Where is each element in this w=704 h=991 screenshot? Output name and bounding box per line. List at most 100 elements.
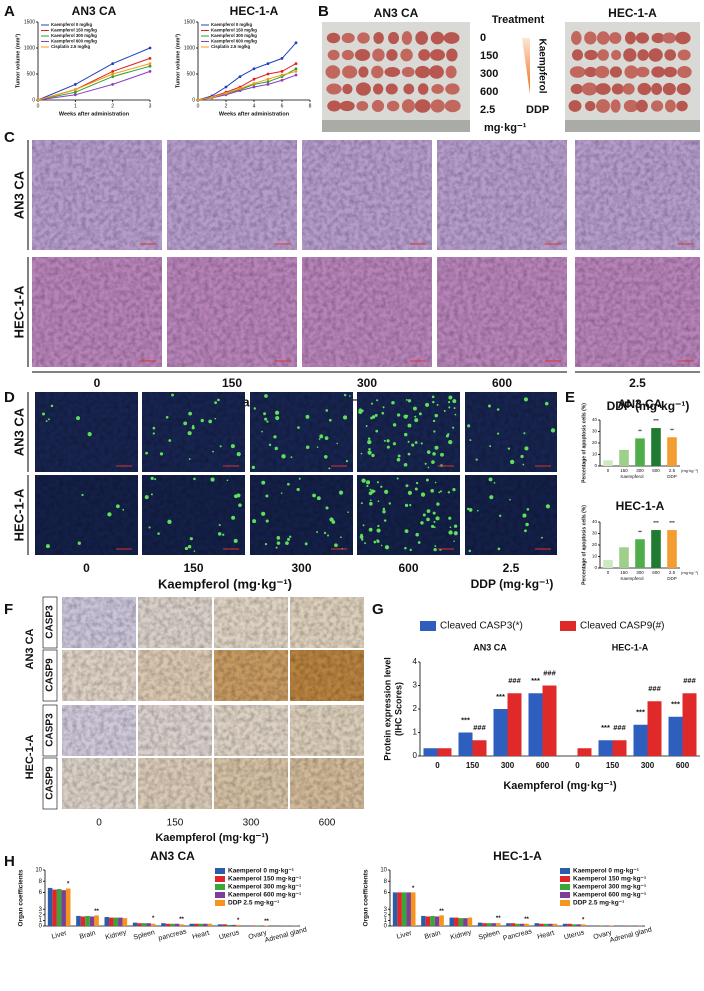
tunel-dot	[304, 542, 308, 546]
ihc-image-texture	[62, 705, 136, 756]
column-label: 300	[243, 818, 260, 829]
tunel-dot	[380, 544, 383, 547]
y-tick-label: 1	[413, 728, 418, 737]
tunel-dot	[373, 490, 376, 493]
ihc-image-texture	[62, 758, 136, 809]
tunel-dot	[425, 402, 430, 407]
tumor	[623, 48, 637, 62]
micrograph-texture	[250, 475, 353, 555]
bar	[141, 923, 147, 926]
data-point	[111, 75, 115, 78]
tumor	[594, 65, 610, 79]
tumor	[664, 99, 676, 113]
micrograph-texture	[250, 392, 353, 472]
y-tick-label: 3	[384, 907, 388, 913]
x-tick-label: Kidney	[105, 929, 128, 941]
tunel-dot	[193, 550, 196, 552]
legend-label: Kaempferol 0 mg/kg	[211, 22, 252, 27]
tunel-dot	[382, 507, 386, 511]
x-tick-label: 300	[636, 570, 644, 575]
y-tick-label: 0	[594, 463, 597, 468]
tunel-dot	[414, 415, 417, 418]
x-tick-label: 2	[111, 103, 114, 109]
ruler	[565, 120, 700, 132]
tunel-dot	[150, 493, 153, 496]
tunel-dot	[433, 430, 436, 433]
bar	[486, 923, 492, 926]
tunel-dot	[360, 502, 363, 505]
bar	[47, 887, 53, 926]
bar	[534, 923, 540, 926]
tunel-dot	[453, 540, 455, 543]
bar	[603, 559, 613, 568]
column-label: 2.5	[503, 561, 520, 575]
tumor	[371, 65, 384, 79]
tunel-dot	[266, 420, 269, 423]
panel-label: A	[4, 3, 15, 20]
tunel-dot	[81, 493, 84, 497]
micrograph-texture	[437, 140, 567, 250]
legend-label: Kaemperol 300 mg·kg⁻¹	[573, 884, 646, 891]
significance: *	[67, 881, 70, 887]
tunel-dot	[488, 404, 491, 408]
tunel-dot	[466, 507, 470, 511]
tumor	[609, 66, 623, 78]
legend-label: Cleaved CASP9(#)	[580, 621, 664, 632]
bar	[477, 922, 483, 926]
significance: **	[264, 919, 269, 925]
bar	[635, 539, 645, 568]
tumor	[431, 83, 444, 95]
group-label: DDP	[667, 474, 677, 479]
bar	[113, 917, 119, 926]
bar	[259, 925, 265, 926]
bar	[226, 924, 232, 926]
ihc-image-texture	[214, 758, 288, 809]
micrograph-texture	[35, 392, 138, 472]
legend-swatch	[560, 868, 570, 874]
ruler	[322, 120, 470, 132]
significance: *	[412, 886, 415, 892]
tumor	[415, 31, 428, 45]
series-line	[197, 74, 297, 101]
tumor	[637, 82, 652, 96]
data-point	[73, 88, 77, 91]
significance: ###	[613, 723, 626, 732]
ihc-image-texture	[138, 650, 212, 701]
bar	[647, 701, 662, 756]
tunel-dot	[409, 548, 412, 552]
y-tick-label: 2	[384, 912, 388, 918]
bar	[510, 923, 516, 926]
tunel-dot	[208, 419, 213, 424]
y-tick-label: 0	[594, 565, 597, 570]
x-tick-label: 150	[620, 570, 628, 575]
y-tick-label: 0	[384, 924, 388, 930]
tunel-dot	[489, 495, 494, 500]
y-tick-label: 3	[413, 681, 418, 690]
tumor	[384, 66, 401, 78]
tumor	[569, 66, 586, 78]
tunel-dot	[522, 463, 525, 466]
tunel-dot	[448, 401, 451, 404]
group-label: AN3 CA	[473, 642, 507, 652]
tunel-dot	[45, 420, 48, 423]
legend-swatch	[560, 621, 576, 631]
tunel-dot	[168, 439, 172, 442]
x-tick-label: Liver	[396, 930, 413, 941]
tumor	[430, 99, 445, 113]
x-tick-label: Heart	[537, 930, 555, 941]
bar	[65, 888, 71, 926]
bar	[170, 923, 175, 926]
tumor	[341, 32, 355, 44]
tumor	[326, 32, 341, 44]
tumor	[568, 100, 582, 112]
bar	[612, 740, 627, 756]
x-tick-label: Liver	[51, 930, 68, 941]
y-tick-label: 3	[39, 907, 43, 913]
bar	[603, 460, 613, 466]
tunel-dot	[252, 519, 257, 524]
y-axis-label: Organ coefficients	[18, 869, 25, 926]
tumor	[662, 32, 677, 44]
bar	[576, 924, 581, 926]
bar	[246, 925, 251, 926]
bar	[635, 438, 645, 466]
